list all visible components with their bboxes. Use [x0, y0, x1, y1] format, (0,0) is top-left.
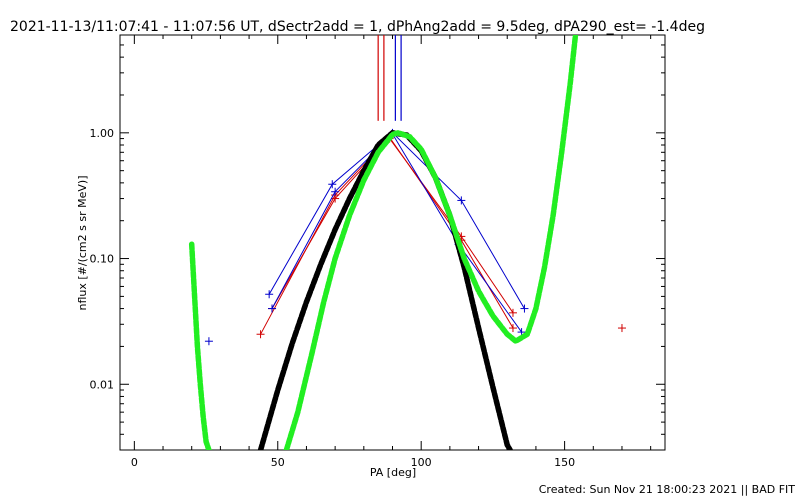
x-tick-label: 150: [554, 456, 575, 469]
x-axis-label: PA [deg]: [370, 466, 416, 479]
y-tick-label: 0.10: [90, 253, 115, 266]
data-point-blue: [265, 290, 274, 299]
x-tick-label: 0: [131, 456, 138, 469]
data-point-blue: [328, 180, 337, 189]
y-tick-label: 0.01: [90, 378, 115, 391]
plot-area: [188, 35, 626, 450]
data-point-blue: [268, 304, 277, 313]
data-point-red: [508, 324, 517, 333]
data-point-red: [331, 194, 340, 203]
fit-curve-green: [283, 35, 579, 450]
data-point-red: [508, 308, 517, 317]
data-point-blue: [204, 337, 213, 346]
data-point-blue: [457, 196, 466, 205]
axes: 0 50 100 150 0.01 0.10 1.00: [90, 34, 665, 469]
data-point-blue: [520, 304, 529, 313]
footer-created-text: Created: Sun Nov 21 18:00:23 2021 || BAD…: [539, 483, 796, 496]
y-axis-label: nflux [#/(cm2 s sr MeV)]: [76, 176, 89, 311]
data-point-red: [256, 330, 265, 339]
x-tick-label: 50: [271, 456, 285, 469]
data-point-red: [617, 324, 626, 333]
data-point-blue: [331, 187, 340, 196]
fit-curve-green: [188, 241, 212, 450]
x-tick-label: 100: [411, 456, 432, 469]
chart-title: 2021-11-13/11:07:41 - 11:07:56 UT, dSect…: [10, 19, 705, 35]
y-tick-label: 1.00: [90, 127, 115, 140]
